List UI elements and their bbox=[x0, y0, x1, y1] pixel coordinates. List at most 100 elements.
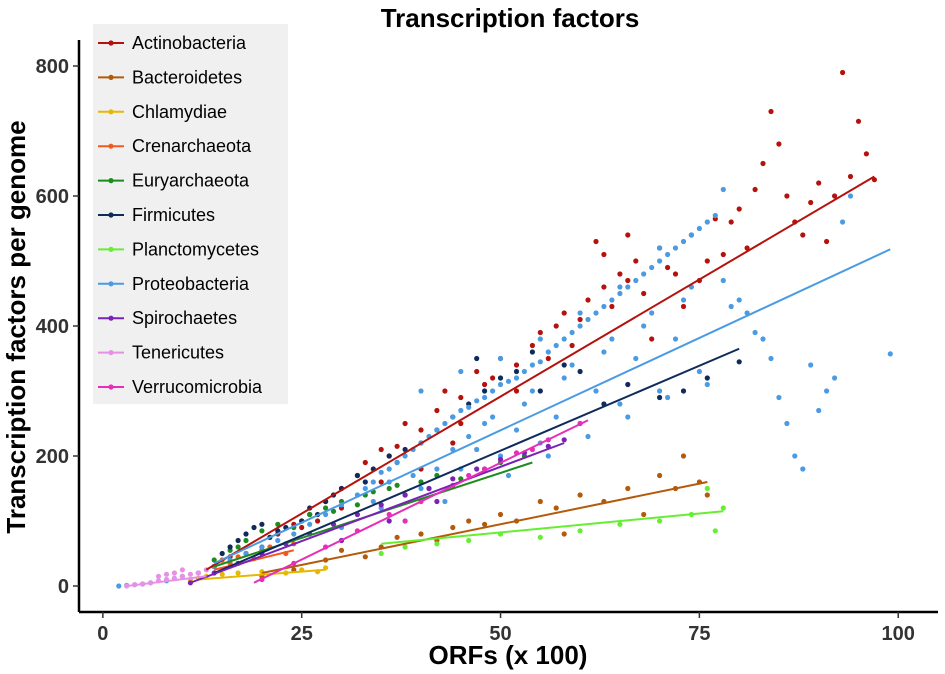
data-point-actinobacteria bbox=[768, 108, 774, 115]
data-point-proteobacteria bbox=[569, 329, 575, 336]
data-point-actinobacteria bbox=[760, 160, 766, 167]
legend-marker-firmicutes bbox=[108, 212, 114, 218]
data-point-proteobacteria bbox=[601, 349, 607, 355]
data-point-actinobacteria bbox=[800, 232, 806, 238]
fit-line-proteobacteria bbox=[213, 248, 891, 565]
data-point-actinobacteria bbox=[402, 420, 408, 427]
data-point-proteobacteria bbox=[649, 264, 655, 271]
data-point-actinobacteria bbox=[585, 297, 591, 303]
data-point-proteobacteria bbox=[545, 349, 551, 355]
data-point-euryarchaeota bbox=[243, 537, 249, 544]
data-point-proteobacteria bbox=[482, 394, 488, 401]
data-point-bacteroidetes bbox=[394, 534, 400, 540]
data-point-proteobacteria bbox=[394, 459, 400, 466]
x-tick-label: 50 bbox=[489, 623, 511, 645]
data-point-proteobacteria bbox=[601, 303, 607, 310]
data-point-actinobacteria bbox=[545, 355, 551, 362]
data-point-proteobacteria bbox=[466, 404, 472, 410]
data-point-bacteroidetes bbox=[466, 518, 472, 524]
data-point-bacteroidetes bbox=[450, 524, 456, 531]
legend-marker-bacteroidetes bbox=[108, 74, 114, 80]
data-point-proteobacteria bbox=[672, 245, 679, 251]
data-point-proteobacteria bbox=[458, 368, 464, 375]
data-point-euryarchaeota bbox=[259, 528, 265, 534]
data-point-actinobacteria bbox=[625, 232, 631, 238]
data-point-planctomycetes bbox=[720, 505, 726, 511]
data-point-firmicutes bbox=[513, 368, 520, 375]
legend-label-tenericutes: Tenericutes bbox=[132, 343, 224, 363]
y-tick-label: 400 bbox=[36, 316, 69, 338]
data-point-proteobacteria bbox=[410, 472, 416, 479]
data-point-proteobacteria bbox=[466, 433, 472, 440]
legend-label-actinobacteria: Actinobacteria bbox=[132, 33, 247, 53]
data-point-actinobacteria bbox=[378, 479, 384, 485]
legend-label-bacteroidetes: Bacteroidetes bbox=[132, 67, 242, 87]
data-point-proteobacteria bbox=[458, 407, 464, 414]
legend-marker-proteobacteria bbox=[108, 281, 114, 287]
data-point-proteobacteria bbox=[561, 336, 567, 342]
data-point-euryarchaeota bbox=[307, 511, 313, 518]
data-point-spirochaetes bbox=[434, 498, 440, 505]
data-point-actinobacteria bbox=[863, 151, 870, 157]
data-point-proteobacteria bbox=[553, 342, 559, 349]
data-point-firmicutes bbox=[235, 537, 241, 544]
data-point-firmicutes bbox=[561, 362, 567, 368]
data-point-proteobacteria bbox=[378, 469, 384, 475]
data-point-proteobacteria bbox=[490, 388, 496, 394]
data-point-planctomycetes bbox=[577, 528, 583, 534]
data-point-proteobacteria bbox=[521, 368, 528, 375]
data-point-proteobacteria bbox=[497, 381, 504, 388]
chart-title: Transcription factors bbox=[381, 3, 640, 33]
data-point-actinobacteria bbox=[832, 193, 838, 199]
data-point-proteobacteria bbox=[680, 297, 687, 303]
data-point-proteobacteria bbox=[633, 277, 639, 284]
data-point-actinobacteria bbox=[458, 394, 464, 401]
data-point-actinobacteria bbox=[808, 199, 814, 206]
legend-marker-chlamydiae bbox=[108, 109, 114, 115]
data-point-actinobacteria bbox=[577, 316, 583, 323]
data-point-bacteroidetes bbox=[641, 511, 647, 518]
data-point-proteobacteria bbox=[824, 388, 830, 394]
data-point-spirochaetes bbox=[386, 518, 392, 524]
data-point-proteobacteria bbox=[442, 498, 448, 505]
legend-marker-tenericutes bbox=[108, 350, 114, 356]
data-point-actinobacteria bbox=[537, 329, 543, 336]
data-point-proteobacteria bbox=[370, 498, 376, 505]
fit-line-actinobacteria bbox=[205, 175, 875, 571]
data-point-bacteroidetes bbox=[418, 531, 424, 537]
data-point-proteobacteria bbox=[704, 219, 710, 225]
fit-lines-layer bbox=[126, 175, 891, 587]
data-point-firmicutes bbox=[354, 472, 360, 479]
legend-marker-planctomycetes bbox=[108, 246, 114, 252]
data-point-proteobacteria bbox=[617, 290, 623, 297]
data-point-proteobacteria bbox=[474, 446, 480, 453]
data-point-firmicutes bbox=[219, 550, 225, 557]
data-point-proteobacteria bbox=[537, 336, 543, 342]
data-point-actinobacteria bbox=[442, 388, 448, 394]
data-point-proteobacteria bbox=[665, 251, 671, 258]
data-point-actinobacteria bbox=[840, 69, 846, 76]
data-point-actinobacteria bbox=[593, 238, 599, 245]
data-point-planctomycetes bbox=[466, 537, 472, 544]
data-point-firmicutes bbox=[537, 388, 543, 394]
data-point-spirochaetes bbox=[561, 437, 567, 443]
data-point-tenericutes bbox=[187, 571, 193, 577]
legend-marker-verrucomicrobia bbox=[108, 384, 114, 390]
data-point-proteobacteria bbox=[736, 297, 742, 303]
data-point-proteobacteria bbox=[800, 466, 806, 472]
data-point-actinobacteria bbox=[672, 271, 679, 277]
fit-line-firmicutes bbox=[213, 347, 740, 574]
legend-label-spirochaetes: Spirochaetes bbox=[132, 308, 237, 328]
data-point-proteobacteria bbox=[553, 414, 559, 420]
data-point-actinobacteria bbox=[744, 245, 750, 251]
data-point-firmicutes bbox=[251, 524, 257, 531]
data-point-proteobacteria bbox=[776, 394, 782, 401]
data-point-actinobacteria bbox=[649, 336, 655, 342]
data-point-euryarchaeota bbox=[394, 482, 400, 488]
data-point-proteobacteria bbox=[625, 414, 631, 420]
data-point-proteobacteria bbox=[641, 323, 647, 329]
legend-marker-actinobacteria bbox=[108, 40, 114, 46]
data-point-actinobacteria bbox=[458, 420, 464, 427]
data-point-actinobacteria bbox=[513, 388, 520, 394]
data-point-proteobacteria bbox=[887, 351, 893, 357]
